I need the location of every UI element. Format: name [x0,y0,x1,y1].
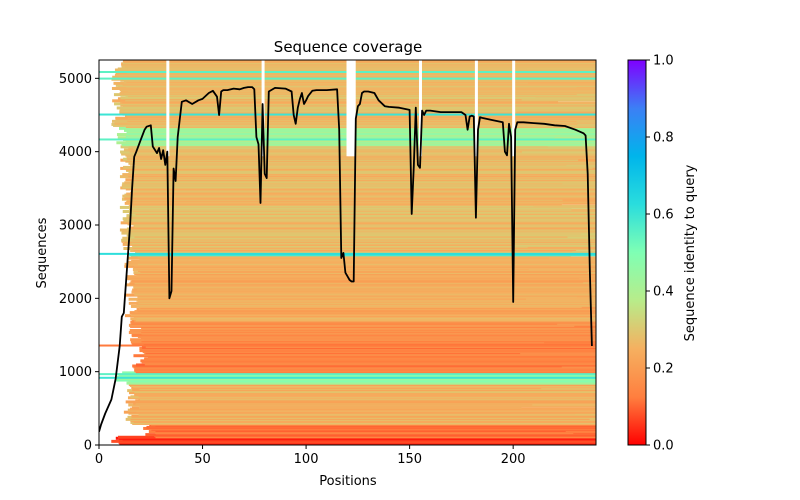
y-axis: 0 1000 2000 3000 4000 5000 [59,72,99,454]
gap-column [474,60,478,157]
colorbar-tick-label: 0.4 [653,285,674,300]
identity-highlight-row [99,344,596,347]
colorbar [627,59,647,446]
x-tick-label: 100 [294,452,319,467]
gap-column [352,60,356,157]
plot-frame [98,59,597,446]
gap-column [350,60,354,157]
y-axis-label: Sequences [35,217,50,288]
x-tick-label: 200 [501,452,526,467]
gap-column [348,60,352,157]
identity-row [122,60,596,63]
identity-highlight-row [99,373,596,376]
colorbar-tick-label: 0.6 [653,208,674,223]
x-axis: 0 50 100 150 200 [95,445,526,467]
coverage-line-layer [99,86,593,433]
y-tick-label: 3000 [59,219,92,234]
colorbar-tick-label: 0.2 [653,362,674,377]
x-tick-label: 0 [95,452,103,467]
identity-highlight-row [99,376,596,379]
gap-column [166,60,170,157]
chart-title: Sequence coverage [274,38,422,56]
x-axis-label: Positions [319,474,377,489]
y-tick-label: 2000 [59,292,92,307]
x-tick-label: 150 [397,452,422,467]
y-tick-label: 0 [84,439,92,454]
colorbar-tick-label: 0.0 [653,439,674,454]
identity-highlight-row [99,252,596,255]
y-tick-label: 5000 [59,72,92,87]
gap-column [418,60,422,157]
gap-column [512,60,516,157]
colorbar-axis: 0.0 0.2 0.4 0.6 0.8 1.0 [646,54,674,454]
colorbar-tick-label: 1.0 [653,54,674,69]
colorbar-label: Sequence identity to query [683,164,698,341]
coverage-line [99,86,593,433]
y-tick-label: 4000 [59,145,92,160]
gap-column [346,60,350,157]
colorbar-tick-label: 0.8 [653,131,674,146]
y-tick-label: 1000 [59,365,92,380]
x-tick-label: 50 [194,452,211,467]
